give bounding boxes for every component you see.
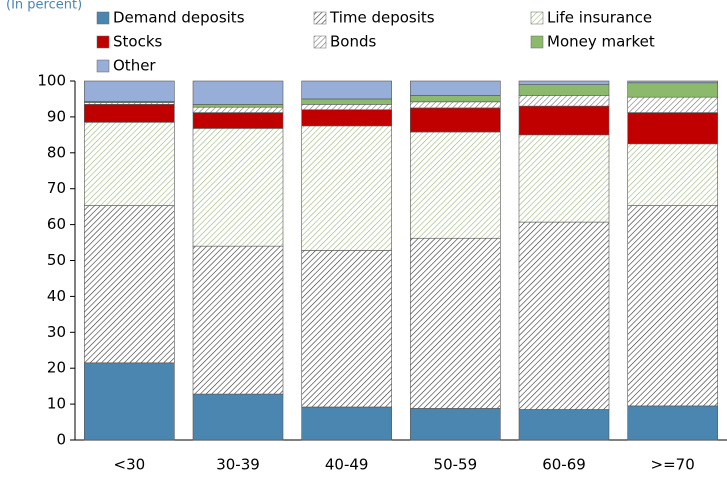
bar-segment: [410, 107, 501, 133]
bar-segment: [518, 84, 610, 96]
legend-label: Life insurance: [547, 9, 652, 27]
legend-label: Bonds: [330, 33, 376, 51]
bar-segment: [301, 250, 392, 408]
x-tick-label: 40-49: [325, 456, 369, 474]
legend-label: Other: [113, 57, 156, 75]
bar-segment: [627, 112, 718, 145]
bar-segment: [518, 80, 610, 85]
legend-label: Stocks: [113, 33, 163, 51]
bar-segment: [627, 143, 718, 206]
bar-segment: [301, 109, 392, 127]
y-tick-label: 100: [37, 72, 66, 90]
legend-marker: [530, 35, 544, 49]
bar-segment: [410, 80, 501, 96]
legend-label: Time deposits: [329, 9, 435, 27]
x-tick-label: 50-59: [434, 456, 478, 474]
bar-segment: [627, 405, 718, 441]
y-tick-label: 30: [47, 323, 66, 341]
legend-label: Money market: [547, 33, 655, 51]
y-tick-label: 0: [56, 431, 66, 449]
legend-marker: [96, 59, 110, 73]
bar-segment: [301, 98, 392, 105]
legend-marker: [96, 11, 110, 25]
bar-segment: [410, 95, 501, 103]
bar-segment: [518, 409, 610, 441]
x-tick-label: 30-39: [216, 456, 260, 474]
bar-segment: [192, 106, 284, 113]
bar-segment: [518, 221, 610, 410]
bar-segment: [301, 406, 392, 441]
bar-segment: [410, 101, 501, 109]
bar-segment: [410, 408, 501, 441]
bar-segment: [84, 121, 175, 206]
bar-segment: [301, 80, 392, 100]
bar-segment: [627, 82, 718, 98]
legend-marker: [96, 35, 110, 49]
y-tick-label: 20: [47, 359, 66, 377]
bar-segment: [192, 104, 284, 108]
bar-segment: [192, 393, 284, 441]
legend-marker: [313, 11, 327, 25]
bar-segment: [84, 104, 175, 123]
x-tick-label: <30: [114, 456, 146, 474]
y-tick-label: 50: [47, 251, 66, 269]
x-tick-label: >=70: [651, 456, 695, 474]
y-tick-label: 70: [47, 179, 66, 197]
y-tick-label: 40: [47, 287, 66, 305]
bar-segment: [518, 105, 610, 136]
x-tick-label: 60-69: [542, 456, 586, 474]
bar-segment: [410, 131, 501, 239]
bar-segment: [84, 80, 175, 102]
bar-segment: [301, 104, 392, 111]
bar-segment: [192, 112, 284, 129]
bar-segment: [192, 245, 284, 395]
chart-subtitle: (In percent): [6, 0, 82, 13]
bar-segment: [627, 96, 718, 113]
bar-segment: [627, 80, 718, 84]
bar-segment: [84, 205, 175, 364]
y-tick-label: 80: [47, 143, 66, 161]
bar-segment: [84, 362, 175, 441]
y-tick-label: 90: [47, 107, 66, 125]
bar-segment: [192, 128, 284, 247]
bar-segment: [410, 237, 501, 409]
legend-label: Demand deposits: [113, 9, 245, 27]
bar-segment: [518, 134, 610, 223]
legend-marker: [530, 11, 544, 25]
bar-segment: [192, 80, 284, 105]
y-tick-label: 60: [47, 215, 66, 233]
y-tick-label: 10: [47, 395, 66, 413]
bar-segment: [627, 205, 718, 407]
legend-marker: [313, 35, 327, 49]
bar-segment: [301, 125, 392, 251]
bar-segment: [518, 95, 610, 107]
